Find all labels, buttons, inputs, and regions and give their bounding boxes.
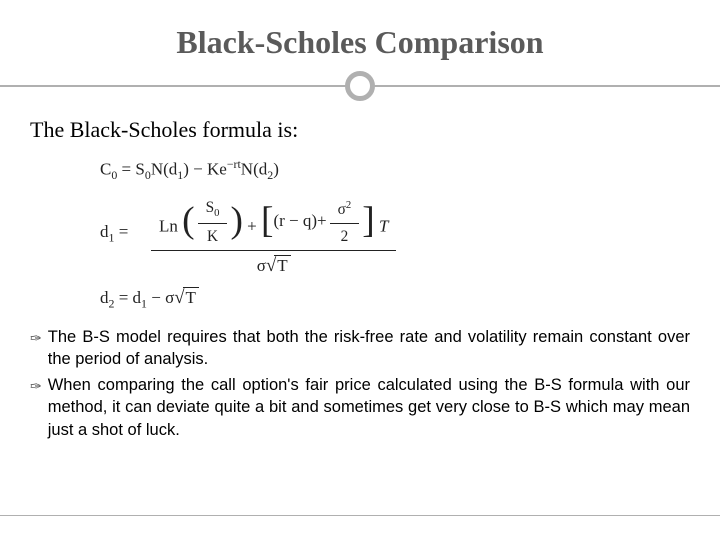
f2-ln: Ln (159, 217, 178, 236)
formula-block: C0 = S0N(d1) − Ke−rtN(d2) d1 = Ln ( S0 (100, 157, 690, 312)
f3-d1-sub: 1 (141, 297, 147, 311)
f2-lparen-icon: ( (182, 206, 194, 236)
f2-s0: S (206, 199, 215, 216)
formula-line-3: d2 = d1 − σ√T (100, 287, 690, 311)
f2-lhs: d (100, 222, 109, 241)
f3-d1: d (133, 288, 142, 307)
slide: Black-Scholes Comparison The Black-Schol… (0, 0, 720, 540)
f2-lbrack-icon: [ (261, 206, 273, 236)
bottom-divider (0, 515, 720, 517)
f1-nd1c: ) (183, 160, 189, 179)
f3-lhs: d (100, 288, 109, 307)
f2-sigma-sup: 2 (346, 199, 351, 211)
f1-minus: − (193, 160, 207, 179)
f3-T: T (183, 287, 199, 308)
list-item: ✑ When comparing the call option's fair … (30, 374, 690, 441)
f2-eq: = (114, 222, 128, 241)
f1-lhs: C (100, 160, 111, 179)
f1-nd2: N(d (241, 160, 267, 179)
f1-nd1: N(d (151, 160, 177, 179)
f2-T: T (379, 217, 388, 236)
f3-eq: = (114, 288, 132, 307)
f2-plus1: + (247, 217, 261, 236)
formula-line-2: d1 = Ln ( S0 K ) + [ (100, 191, 690, 277)
f2-plus2: + (317, 211, 327, 231)
f2-K: K (199, 224, 226, 246)
f2-rbrack-icon: ] (362, 206, 374, 236)
bullet-text: The B-S model requires that both the ris… (48, 326, 690, 371)
bullet-list: ✑ The B-S model requires that both the r… (30, 326, 690, 441)
f1-s0: S (135, 160, 144, 179)
title-divider (30, 67, 690, 107)
f2-den-T: T (274, 255, 290, 276)
f2-rminusq: (r − q) (273, 211, 317, 231)
slide-title: Black-Scholes Comparison (30, 24, 690, 61)
f2-den-sigma: σ (257, 256, 266, 275)
f1-nd2c: ) (273, 160, 279, 179)
f1-eq: = (117, 160, 135, 179)
bullet-text: When comparing the call option's fair pr… (48, 374, 690, 441)
divider-circle-icon (345, 71, 375, 101)
intro-text: The Black-Scholes formula is: (30, 117, 690, 143)
list-item: ✑ The B-S model requires that both the r… (30, 326, 690, 371)
bullet-icon: ✑ (30, 329, 42, 348)
f2-s0-sub: 0 (214, 207, 219, 219)
f2-over2: 2 (333, 224, 357, 246)
f3-sigma: σ (165, 288, 174, 307)
f1-ke-sup: −rt (227, 157, 241, 171)
f2-sigma: σ (338, 201, 346, 218)
f3-minus: − (151, 288, 165, 307)
f2-rparen-icon: ) (230, 206, 242, 236)
f2-fraction: Ln ( S0 K ) + [ (r − q) + (151, 191, 396, 277)
formula-line-1: C0 = S0N(d1) − Ke−rtN(d2) (100, 157, 690, 183)
f1-ke: Ke (207, 160, 227, 179)
bullet-icon: ✑ (30, 377, 42, 396)
